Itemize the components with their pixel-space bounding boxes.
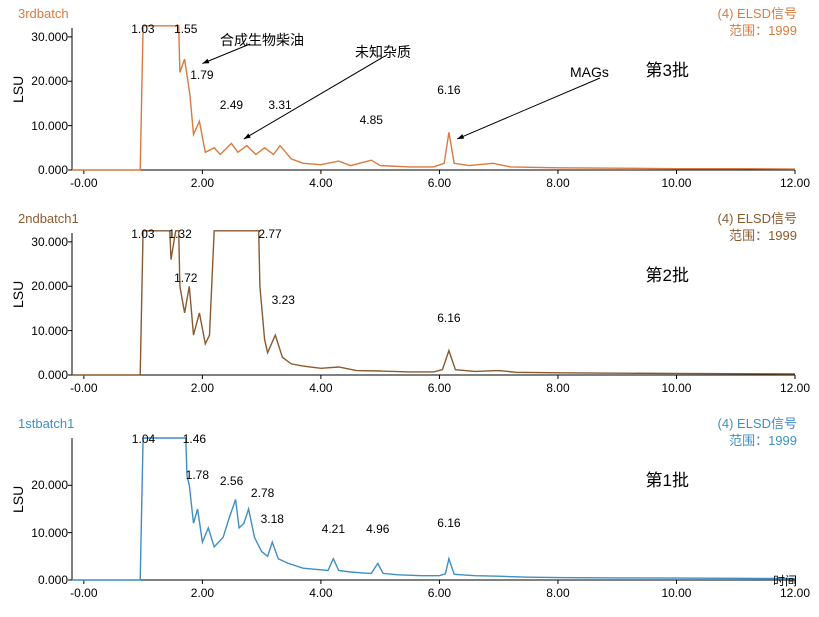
y-tick-label: 20.000 bbox=[28, 478, 68, 492]
signal-label: (4) ELSD信号范围：1999 bbox=[718, 6, 797, 40]
peak-label: 2.49 bbox=[220, 98, 243, 112]
signal-line1: (4) ELSD信号 bbox=[718, 416, 797, 433]
x-axis-label: 时间 bbox=[773, 572, 797, 589]
y-tick-label: 10.000 bbox=[28, 119, 68, 133]
peak-label: 6.16 bbox=[437, 83, 460, 97]
peak-label: 1.04 bbox=[132, 432, 155, 446]
sample-label: 1stbatch1 bbox=[18, 416, 74, 431]
peak-label: 4.21 bbox=[322, 522, 345, 536]
annotation-text: 合成生物柴油 bbox=[220, 30, 304, 50]
peak-label: 2.56 bbox=[220, 474, 243, 488]
x-tick-label: 4.00 bbox=[309, 586, 332, 600]
chromatogram-panel: 3rdbatch (4) ELSD信号范围：1999 第3批 LSU 0.000 10.0… bbox=[0, 8, 819, 203]
x-tick-label: 6.00 bbox=[428, 381, 451, 395]
y-tick-label: 20.000 bbox=[28, 279, 68, 293]
chromatogram-figure: 3rdbatch (4) ELSD信号范围：1999 第3批 LSU 0.000 10.0… bbox=[0, 0, 819, 617]
y-tick-label: 0.000 bbox=[28, 573, 68, 587]
peak-label: 4.85 bbox=[360, 113, 383, 127]
x-tick-label: 10.00 bbox=[661, 176, 691, 190]
x-tick-label: -0.00 bbox=[70, 586, 97, 600]
x-tick-label: 8.00 bbox=[546, 176, 569, 190]
trace-line bbox=[72, 438, 795, 580]
x-tick-label: 10.00 bbox=[661, 381, 691, 395]
peak-label: 2.77 bbox=[258, 227, 281, 241]
sample-label: 3rdbatch bbox=[18, 6, 69, 21]
peak-label: 6.16 bbox=[437, 311, 460, 325]
signal-line1: (4) ELSD信号 bbox=[718, 6, 797, 23]
x-tick-label: 12.00 bbox=[780, 381, 810, 395]
x-tick-label: 2.00 bbox=[191, 381, 214, 395]
peak-label: 3.31 bbox=[268, 98, 291, 112]
peak-label: 1.03 bbox=[131, 22, 154, 36]
x-tick-label: 12.00 bbox=[780, 176, 810, 190]
x-tick-label: 6.00 bbox=[428, 176, 451, 190]
chart-svg bbox=[0, 213, 819, 408]
batch-label: 第1批 bbox=[646, 466, 689, 491]
x-tick-label: -0.00 bbox=[70, 176, 97, 190]
peak-label: 3.18 bbox=[261, 512, 284, 526]
chromatogram-panel: 1stbatch1 (4) ELSD信号范围：1999 第1批 LSU 0.000 10.… bbox=[0, 418, 819, 613]
signal-line2: 范围：1999 bbox=[718, 228, 797, 245]
annotation-text: MAGs bbox=[570, 64, 609, 80]
x-tick-label: 4.00 bbox=[309, 176, 332, 190]
y-tick-label: 30.000 bbox=[28, 235, 68, 249]
x-tick-label: -0.00 bbox=[70, 381, 97, 395]
y-tick-label: 30.000 bbox=[28, 30, 68, 44]
peak-label: 6.16 bbox=[437, 516, 460, 530]
x-tick-label: 8.00 bbox=[546, 586, 569, 600]
batch-label: 第3批 bbox=[646, 56, 689, 81]
x-tick-label: 2.00 bbox=[191, 176, 214, 190]
annotation-text: 未知杂质 bbox=[355, 42, 411, 62]
peak-label: 1.03 bbox=[131, 227, 154, 241]
signal-label: (4) ELSD信号范围：1999 bbox=[718, 211, 797, 245]
signal-line2: 范围：1999 bbox=[718, 23, 797, 40]
y-tick-label: 20.000 bbox=[28, 74, 68, 88]
peak-label: 1.32 bbox=[168, 227, 191, 241]
y-tick-label: 0.000 bbox=[28, 368, 68, 382]
trace-line bbox=[72, 231, 795, 375]
peak-label: 1.46 bbox=[183, 432, 206, 446]
y-tick-label: 0.000 bbox=[28, 163, 68, 177]
signal-label: (4) ELSD信号范围：1999 bbox=[718, 416, 797, 450]
peak-label: 3.23 bbox=[272, 293, 295, 307]
x-tick-label: 8.00 bbox=[546, 381, 569, 395]
peak-label: 1.72 bbox=[174, 271, 197, 285]
peak-label: 2.78 bbox=[251, 486, 274, 500]
x-tick-label: 4.00 bbox=[309, 381, 332, 395]
signal-line1: (4) ELSD信号 bbox=[718, 211, 797, 228]
y-tick-label: 10.000 bbox=[28, 526, 68, 540]
x-tick-label: 10.00 bbox=[661, 586, 691, 600]
peak-label: 1.79 bbox=[190, 68, 213, 82]
x-tick-label: 6.00 bbox=[428, 586, 451, 600]
chart-svg bbox=[0, 418, 819, 613]
chromatogram-panel: 2ndbatch1 (4) ELSD信号范围：1999 第2批 LSU 0.000 10.… bbox=[0, 213, 819, 408]
peak-label: 4.96 bbox=[366, 522, 389, 536]
batch-label: 第2批 bbox=[646, 261, 689, 286]
y-tick-label: 10.000 bbox=[28, 324, 68, 338]
sample-label: 2ndbatch1 bbox=[18, 211, 79, 226]
x-tick-label: 2.00 bbox=[191, 586, 214, 600]
chart-svg bbox=[0, 8, 819, 203]
signal-line2: 范围：1999 bbox=[718, 433, 797, 450]
y-axis-label: LSU bbox=[10, 281, 26, 308]
peak-label: 1.55 bbox=[174, 22, 197, 36]
y-axis-label: LSU bbox=[10, 76, 26, 103]
peak-label: 1.78 bbox=[186, 468, 209, 482]
trace-line bbox=[72, 26, 795, 170]
y-axis-label: LSU bbox=[10, 486, 26, 513]
